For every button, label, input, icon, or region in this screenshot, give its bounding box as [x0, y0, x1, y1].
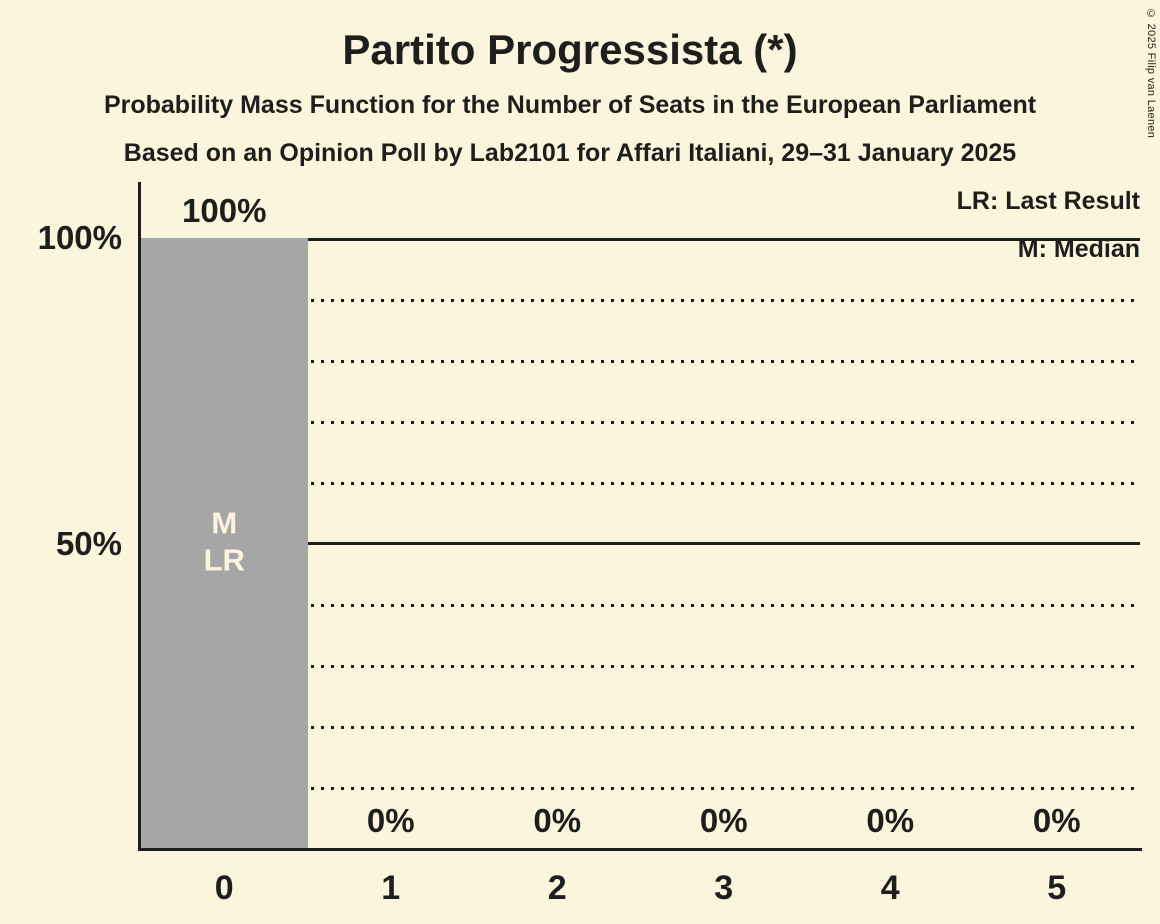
- value-label-seat-5: 0%: [1032, 802, 1081, 839]
- y-axis-line: [138, 182, 141, 851]
- value-label-seat-3: 0%: [699, 802, 748, 839]
- gridline-100pct: [141, 238, 1140, 241]
- copyright-notice: © 2025 Filip van Laenen: [1145, 8, 1157, 139]
- bar-annotation-median-lastresult: M LR: [141, 505, 308, 579]
- gridline-40pct: [141, 604, 1140, 607]
- x-axis-tick-2: 2: [547, 869, 567, 907]
- gridline-80pct: [141, 360, 1140, 363]
- category-column-4: 0%: [807, 238, 974, 848]
- gridline-30pct: [141, 665, 1140, 668]
- y-axis-tick-100: 100%: [37, 219, 122, 256]
- category-column-1: 0%: [308, 238, 475, 848]
- gridline-50pct: [141, 542, 1140, 545]
- value-label-seat-2: 0%: [533, 802, 582, 839]
- x-axis-tick-4: 4: [880, 869, 900, 907]
- category-column-2: 0%: [474, 238, 641, 848]
- value-label-seat-1: 0%: [366, 802, 415, 839]
- value-label-seat-0: 100%: [182, 192, 267, 229]
- median-marker: M: [211, 505, 238, 541]
- gridline-20pct: [141, 726, 1140, 729]
- gridline-70pct: [141, 421, 1140, 424]
- legend-median: M: Median: [1017, 235, 1140, 263]
- gridline-90pct: [141, 299, 1140, 302]
- value-label-seat-4: 0%: [866, 802, 915, 839]
- chart-subtitle: Probability Mass Function for the Number…: [103, 91, 1037, 119]
- gridline-60pct: [141, 482, 1140, 485]
- bar-seat-0: M LR: [141, 238, 308, 848]
- legend-last-result: LR: Last Result: [956, 187, 1140, 215]
- gridline-10pct: [141, 787, 1140, 790]
- plot-area: M LR 100% 0% 0% 0% 0% 0%: [141, 192, 1141, 848]
- x-axis-tick-5: 5: [1047, 869, 1067, 907]
- category-column-5: 0%: [974, 238, 1141, 848]
- last-result-marker: LR: [203, 542, 245, 578]
- chart-source-line: Based on an Opinion Poll by Lab2101 for …: [123, 139, 1017, 167]
- page-title: Partito Progressista (*): [342, 26, 798, 73]
- category-column-0: M LR 100%: [141, 192, 308, 848]
- x-axis-tick-3: 3: [714, 869, 734, 907]
- x-axis-line: [138, 848, 1142, 851]
- x-axis-tick-1: 1: [381, 869, 401, 907]
- x-axis-tick-0: 0: [214, 869, 234, 907]
- y-axis-tick-50: 50%: [55, 525, 122, 562]
- category-column-3: 0%: [641, 238, 808, 848]
